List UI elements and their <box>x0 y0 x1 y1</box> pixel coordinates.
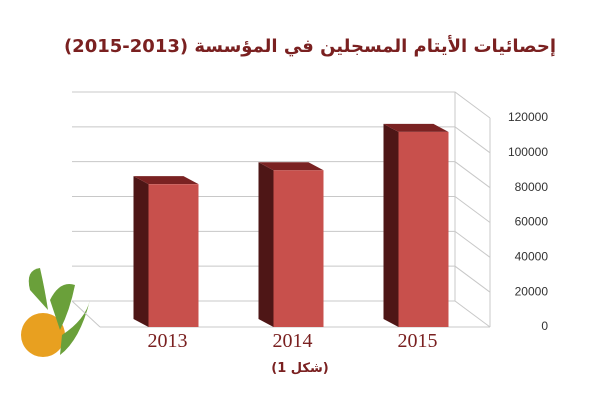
y-tick-label: 100000 <box>508 145 548 159</box>
logo <box>21 268 90 357</box>
bar-top <box>133 176 199 185</box>
chart-title: إحصائيات الأيتام المسجلين في المؤسسة (20… <box>64 35 556 57</box>
y-tick-label: 120000 <box>508 110 548 124</box>
bar-side <box>133 176 149 327</box>
wall-edge <box>71 300 101 328</box>
bar <box>148 184 199 327</box>
bar-top <box>383 123 449 132</box>
x-tick-label: 2015 <box>398 330 438 352</box>
logo-leaf <box>60 300 90 355</box>
bar <box>273 170 324 327</box>
x-tick-label: 2013 <box>148 330 188 352</box>
logo-leaf <box>28 268 48 310</box>
y-tick-label: 20000 <box>515 284 549 298</box>
y-tick-label: 0 <box>541 319 548 333</box>
x-tick-label: 2014 <box>273 330 313 352</box>
bar-top <box>258 162 324 171</box>
y-tick-label: 60000 <box>515 215 549 229</box>
caption: (شكل 1) <box>271 361 328 376</box>
y-tick-label: 80000 <box>515 180 549 194</box>
bar-side <box>258 162 274 327</box>
logo-circle <box>21 313 65 357</box>
logo-leaf <box>50 284 75 330</box>
y-tick-label: 40000 <box>515 250 549 264</box>
bar-side <box>383 123 399 327</box>
bar <box>398 131 449 327</box>
